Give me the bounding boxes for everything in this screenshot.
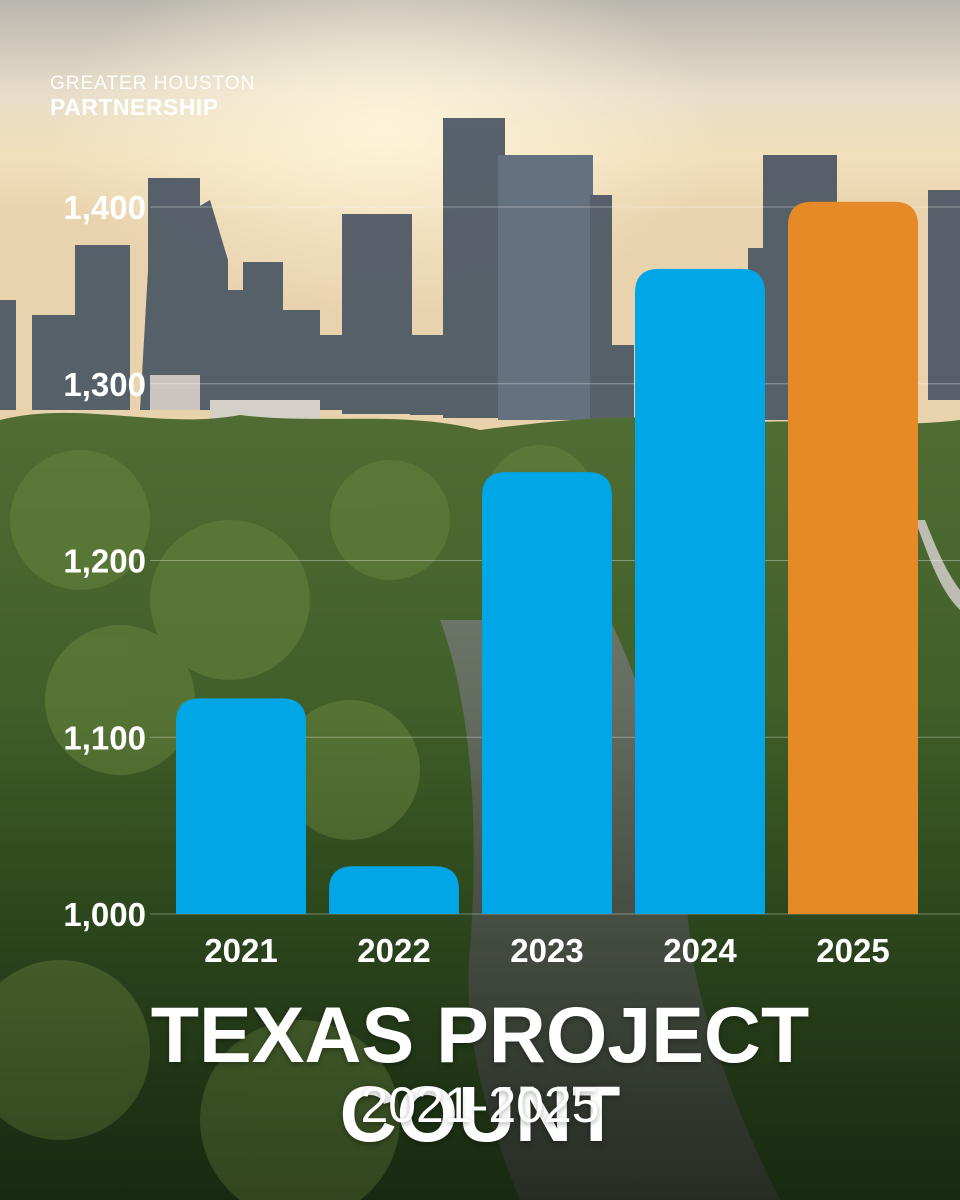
y-axis-ticks: 1,000 1,100 1,200 1,300 1,400 bbox=[63, 189, 146, 933]
y-tick-label: 1,400 bbox=[63, 189, 146, 226]
bar-2021 bbox=[176, 698, 306, 914]
x-label-2022: 2022 bbox=[357, 932, 430, 969]
chart-title: TEXAS PROJECT COUNT bbox=[150, 990, 810, 1158]
brand-line-1: GREATER HOUSTON bbox=[50, 73, 256, 94]
bar-2023 bbox=[482, 472, 612, 914]
y-tick-label: 1,000 bbox=[63, 896, 146, 933]
x-label-2021: 2021 bbox=[204, 932, 277, 969]
y-tick-label: 1,300 bbox=[63, 366, 146, 403]
brand-line-2: PARTNERSHIP bbox=[50, 94, 219, 120]
chart-subtitle: 2021-2025 bbox=[360, 1077, 600, 1133]
bar-2025 bbox=[788, 201, 918, 914]
bar-2022 bbox=[329, 866, 459, 914]
bar-2024 bbox=[635, 268, 765, 914]
x-axis-labels: 2021 2022 2023 2024 2025 bbox=[204, 932, 889, 969]
x-label-2024: 2024 bbox=[663, 932, 737, 969]
x-label-2025: 2025 bbox=[816, 932, 889, 969]
y-tick-label: 1,200 bbox=[63, 543, 146, 580]
x-label-2023: 2023 bbox=[510, 932, 583, 969]
y-tick-label: 1,100 bbox=[63, 719, 146, 756]
bars bbox=[176, 201, 918, 914]
